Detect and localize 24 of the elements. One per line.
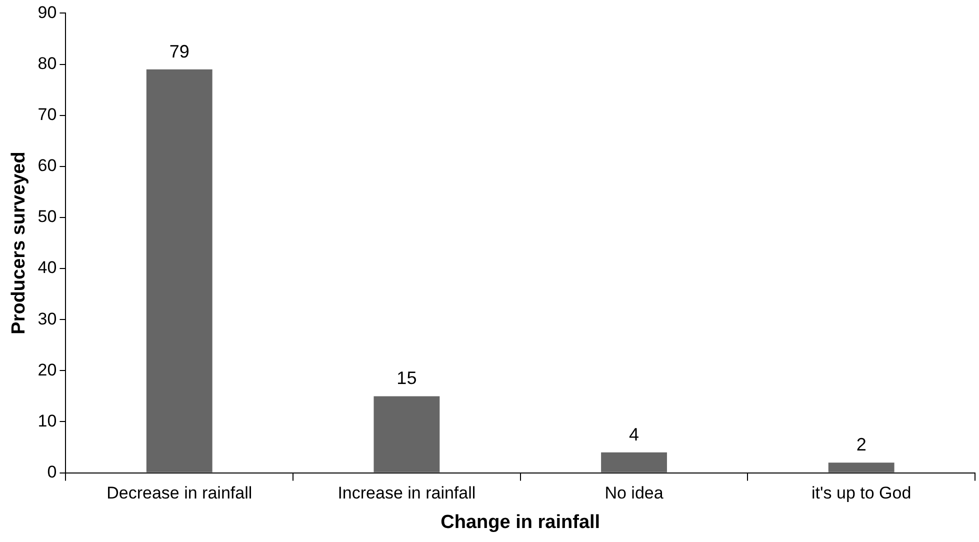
y-tick-label: 80	[38, 54, 57, 73]
data-label: 79	[169, 41, 190, 62]
x-axis-title: Change in rainfall	[440, 512, 600, 533]
y-axis-title: Producers surveyed	[8, 152, 30, 334]
data-label: 2	[856, 434, 866, 455]
bar	[601, 452, 667, 472]
y-tick-label: 10	[38, 411, 57, 430]
x-tick-label: No idea	[604, 484, 664, 503]
y-tick-label: 20	[38, 360, 57, 380]
y-tick-label: 70	[38, 105, 57, 124]
y-tick-label: 40	[38, 258, 57, 278]
bar	[828, 462, 894, 472]
x-tick-label: Increase in rainfall	[338, 484, 476, 503]
y-tick-label: 50	[38, 207, 57, 226]
y-tick-label: 90	[38, 2, 57, 22]
data-label: 4	[629, 424, 640, 444]
data-label: 15	[396, 368, 417, 388]
x-tick-label: it's up to God	[812, 484, 912, 503]
y-tick-label: 0	[47, 462, 57, 482]
y-tick-label: 30	[38, 309, 57, 328]
bar	[146, 69, 212, 472]
bar	[374, 396, 440, 472]
x-tick-label: Decrease in rainfall	[106, 484, 252, 503]
y-tick-label: 60	[38, 156, 57, 176]
